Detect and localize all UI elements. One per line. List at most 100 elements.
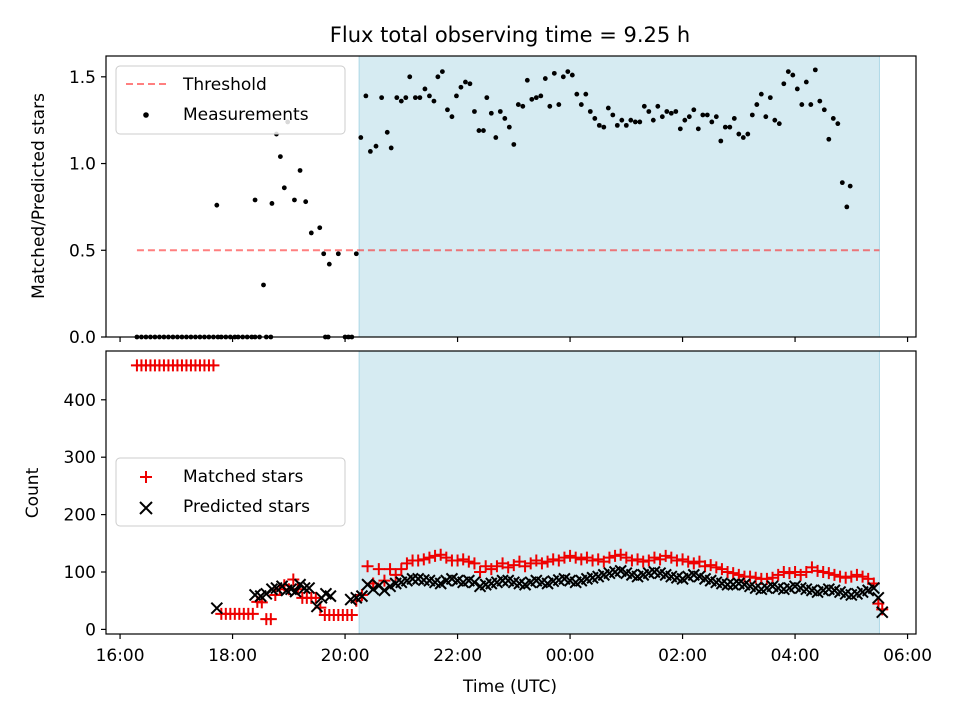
matched-star-point bbox=[519, 560, 532, 573]
measurement-point bbox=[847, 183, 853, 189]
measurement-point bbox=[388, 145, 394, 151]
matched-star-point bbox=[732, 568, 745, 581]
matched-star-point bbox=[817, 566, 830, 579]
measurement-point bbox=[718, 138, 724, 144]
matched-star-point bbox=[287, 573, 300, 586]
legend-matched-label: Matched stars bbox=[183, 467, 303, 487]
measurement-point bbox=[740, 135, 746, 140]
measurement-point bbox=[677, 126, 683, 132]
measurement-point bbox=[502, 116, 508, 121]
measurement-point bbox=[412, 95, 418, 101]
matched-star-point bbox=[744, 570, 757, 583]
measurement-point bbox=[454, 93, 459, 99]
measurement-point bbox=[281, 185, 287, 191]
predicted-star-point bbox=[310, 600, 324, 613]
measurement-point bbox=[493, 135, 499, 140]
measurement-point bbox=[605, 105, 611, 111]
measurement-point bbox=[641, 103, 647, 109]
matched-star-point bbox=[564, 549, 577, 562]
matched-star-point bbox=[845, 570, 858, 583]
measurement-point bbox=[308, 230, 314, 236]
matched-star-point bbox=[552, 554, 565, 567]
measurement-point bbox=[785, 69, 791, 75]
matched-star-point bbox=[547, 553, 560, 566]
matched-star-point bbox=[457, 553, 470, 566]
top-y-axis-label: Matched/Predicted stars bbox=[29, 93, 49, 299]
predicted-star-point bbox=[324, 589, 337, 603]
measurement-point bbox=[511, 142, 517, 147]
matched-star-point bbox=[586, 554, 599, 567]
matched-star-point bbox=[575, 553, 588, 566]
measurement-point bbox=[668, 110, 674, 116]
measurement-point bbox=[704, 112, 710, 118]
matched-star-point bbox=[468, 557, 481, 570]
measurement-point bbox=[772, 117, 778, 123]
measurement-point bbox=[637, 119, 643, 125]
y-tick-label: 0.0 bbox=[69, 328, 96, 348]
matched-star-point bbox=[822, 567, 835, 580]
matched-star-point bbox=[783, 567, 796, 580]
measurement-point bbox=[394, 95, 400, 101]
top-panel: 0.0 0.5 1.0 1.5 bbox=[69, 55, 917, 348]
matched-star-point bbox=[384, 563, 397, 576]
predicted-star-point bbox=[366, 583, 380, 596]
measurement-point bbox=[839, 180, 845, 186]
measurement-point bbox=[524, 77, 530, 83]
matched-star-point bbox=[434, 548, 447, 561]
matched-star-point bbox=[569, 551, 582, 564]
measurement-point bbox=[520, 103, 526, 109]
top-legend-box bbox=[115, 65, 346, 135]
matched-star-point bbox=[372, 563, 385, 576]
matched-star-point bbox=[625, 554, 638, 567]
measurement-point bbox=[422, 86, 428, 92]
matched-star-point bbox=[502, 561, 515, 574]
legend-predicted-label: Predicted stars bbox=[183, 497, 310, 517]
y-tick-label: 100 bbox=[64, 563, 96, 583]
predicted-star-point bbox=[876, 605, 889, 619]
measurement-point bbox=[515, 102, 521, 107]
measurement-point bbox=[476, 128, 482, 133]
matched-star-point bbox=[856, 570, 869, 583]
measurement-point bbox=[619, 117, 625, 123]
matched-star-point bbox=[592, 553, 605, 566]
measurement-point bbox=[614, 122, 620, 128]
measurement-point bbox=[353, 251, 359, 257]
measurement-point bbox=[727, 124, 733, 130]
measurement-point bbox=[808, 102, 814, 107]
top-legend: Threshold Measurements bbox=[115, 65, 346, 135]
matched-star-point bbox=[490, 560, 503, 573]
predicted-star-point bbox=[378, 584, 391, 597]
predicted-star-point bbox=[302, 581, 316, 595]
measurement-point bbox=[578, 102, 584, 107]
chart-title: Flux total observing time = 9.25 h bbox=[330, 23, 690, 47]
y-tick-label: 1.0 bbox=[69, 155, 96, 175]
measurement-point bbox=[767, 95, 773, 101]
measurement-point bbox=[529, 96, 535, 102]
x-tick-label: 02:00 bbox=[658, 646, 707, 666]
matched-star-point bbox=[524, 557, 537, 570]
matched-star-point bbox=[389, 568, 402, 581]
measurement-point bbox=[574, 91, 580, 97]
matched-star-point bbox=[207, 359, 220, 372]
predicted-star-point bbox=[210, 601, 224, 615]
measurement-point bbox=[632, 119, 638, 125]
measurement-point bbox=[709, 119, 715, 125]
predicted-star-point bbox=[406, 572, 419, 586]
measurement-point bbox=[803, 79, 809, 85]
measurement-point bbox=[292, 197, 297, 203]
matched-star-point bbox=[772, 568, 785, 581]
measurement-point bbox=[812, 67, 818, 73]
matched-star-point bbox=[699, 560, 712, 573]
matched-star-point bbox=[682, 555, 695, 568]
matched-star-point bbox=[417, 553, 430, 566]
measurement-point bbox=[664, 109, 670, 114]
measurement-point bbox=[547, 103, 553, 109]
measurement-point bbox=[445, 107, 450, 113]
measurement-point bbox=[830, 116, 836, 121]
matched-star-point bbox=[479, 560, 492, 573]
measurement-point bbox=[435, 74, 441, 80]
measurement-point bbox=[317, 225, 323, 231]
matched-star-point bbox=[361, 560, 374, 573]
measurement-point bbox=[373, 143, 379, 149]
measurement-point bbox=[655, 103, 661, 109]
